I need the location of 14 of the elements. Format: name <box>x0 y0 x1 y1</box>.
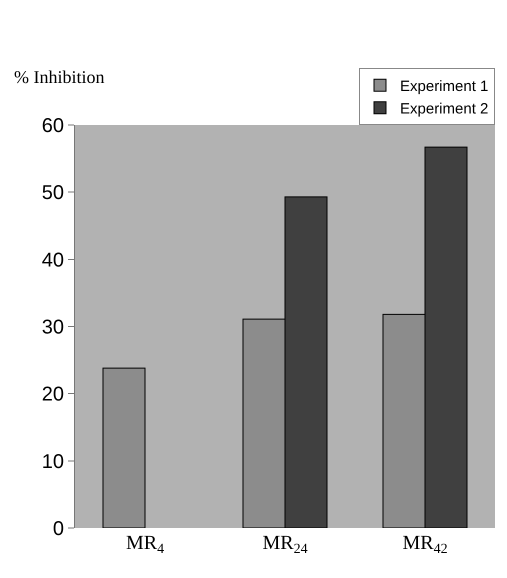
y-tick-label: 0 <box>52 518 64 540</box>
x-tick-label: MR$_{42}$ <box>402 532 448 558</box>
x-tick-label: MR$_{24}$ <box>262 532 308 558</box>
bar <box>102 368 146 528</box>
legend-label: Experiment 1 <box>400 78 488 96</box>
y-tick-label: 20 <box>42 384 64 406</box>
y-axis-title: % Inhibition <box>14 67 104 87</box>
y-tick-label: 10 <box>42 450 64 473</box>
x-tick-label: MR$_{4}$ <box>126 532 164 558</box>
y-tick-label: 30 <box>42 316 64 338</box>
y-tick-label: 50 <box>42 182 64 204</box>
y-tick-label: 60 <box>42 115 64 137</box>
y-tick-label: 40 <box>42 249 64 272</box>
legend-label: Experiment 2 <box>400 100 488 118</box>
